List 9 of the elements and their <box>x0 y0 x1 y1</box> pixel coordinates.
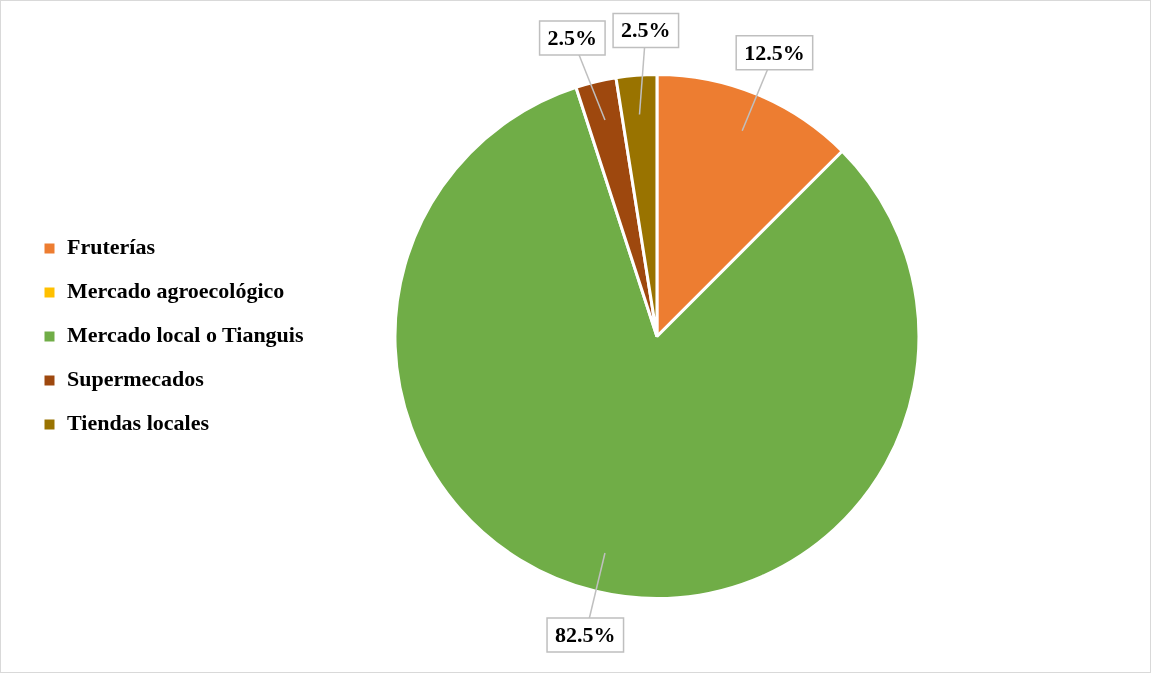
legend-label: Fruterías <box>67 234 156 260</box>
legend-label: Mercado local o Tianguis <box>67 322 304 348</box>
data-label: 12.5% <box>744 39 805 65</box>
data-label: 2.5% <box>547 24 598 50</box>
data-label: 82.5% <box>555 621 616 647</box>
legend-label: Tiendas locales <box>67 410 210 436</box>
legend-label: Supermecados <box>67 366 205 392</box>
data-label: 2.5% <box>621 17 671 43</box>
legend-label: Mercado agroecológico <box>67 278 285 304</box>
